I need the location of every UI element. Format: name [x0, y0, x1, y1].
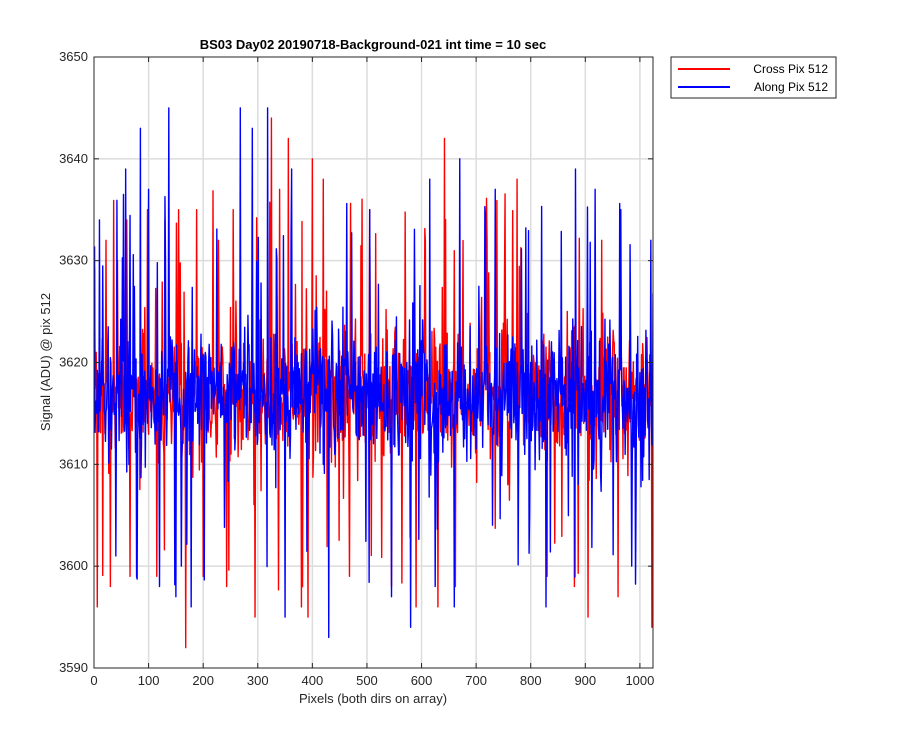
x-tick-label: 300: [247, 673, 269, 688]
x-tick-label: 200: [192, 673, 214, 688]
x-axis-label: Pixels (both dirs on array): [299, 691, 447, 706]
y-tick-label: 3630: [59, 253, 88, 268]
x-tick-label: 400: [302, 673, 324, 688]
y-tick-label: 3590: [59, 660, 88, 675]
y-axis-label: Signal (ADU) @ pix 512: [38, 293, 53, 431]
x-tick-label: 700: [465, 673, 487, 688]
x-tick-label: 1000: [625, 673, 654, 688]
x-tick-label: 500: [356, 673, 378, 688]
y-tick-label: 3600: [59, 558, 88, 573]
y-tick-label: 3640: [59, 151, 88, 166]
x-tick-label: 100: [138, 673, 160, 688]
legend-box: [670, 56, 837, 99]
legend-label-cross-pix-512: Cross Pix 512: [753, 62, 828, 76]
x-tick-label: 900: [574, 673, 596, 688]
ticks: 0 100 200 300 400 500 600 700 800 900 1000 3590 3600…: [59, 49, 654, 688]
x-tick-label: 800: [520, 673, 542, 688]
x-tick-label: 600: [411, 673, 433, 688]
x-tick-label: 0: [90, 673, 97, 688]
legend-label-along-pix-512: Along Pix 512: [754, 80, 828, 94]
legend: Cross Pix 512 Along Pix 512: [670, 56, 837, 99]
y-tick-label: 3610: [59, 456, 88, 471]
y-tick-label: 3650: [59, 49, 88, 64]
series-line-along-pix-512: [94, 107, 653, 639]
series-layer: [94, 107, 653, 649]
y-tick-label: 3620: [59, 355, 88, 370]
chart-title: BS03 Day02 20190718-Background-021 int t…: [200, 37, 547, 52]
